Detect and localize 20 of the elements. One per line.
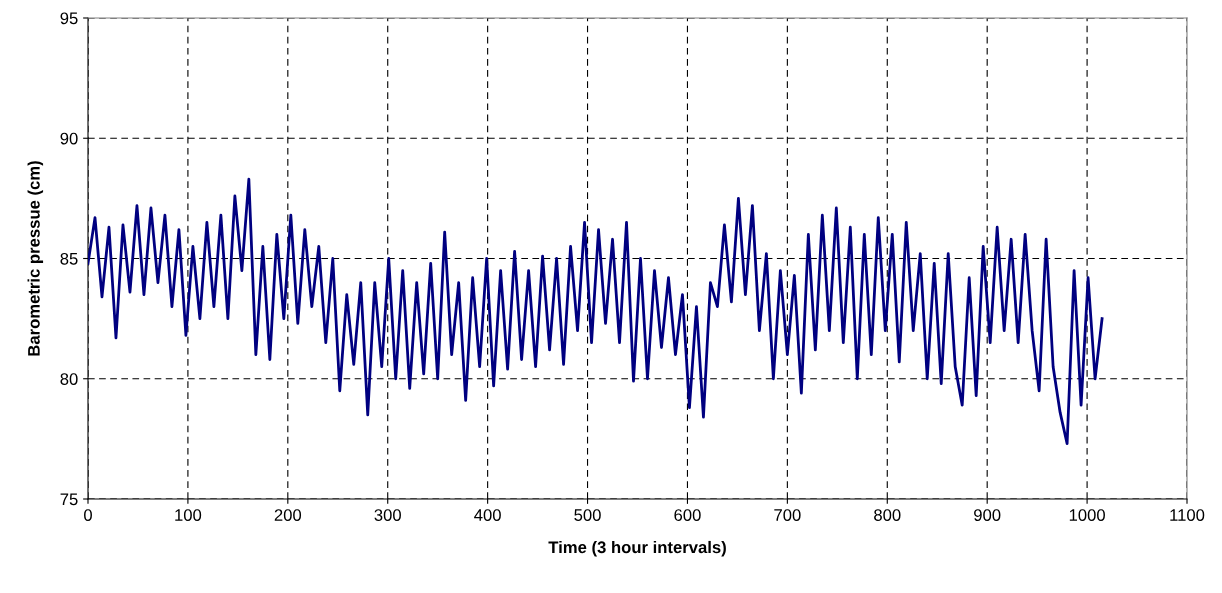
x-tick-label: 1100 (1170, 509, 1205, 521)
y-tick-label: 80 (60, 373, 78, 385)
line-series (88, 177, 1104, 446)
x-tick-label: 1000 (1069, 509, 1105, 521)
x-tick-label: 100 (175, 509, 202, 521)
x-tick-label: 400 (474, 509, 501, 521)
x-tick-label: 900 (974, 509, 1001, 521)
x-tick-label: 700 (774, 509, 801, 521)
x-tick-label: 0 (84, 509, 92, 521)
y-tick-label: 90 (60, 132, 78, 145)
y-tick-label: 75 (60, 493, 78, 506)
x-tick-label: 600 (674, 509, 701, 521)
y-tick-label: 95 (60, 12, 78, 25)
y-axis-title: Barometric pressue (cm) (27, 161, 44, 356)
x-tick-label: 300 (374, 509, 401, 521)
y-tick-label: 85 (60, 252, 78, 265)
x-tick-label: 200 (274, 509, 302, 521)
x-axis-title: Time (3 hour intervals) (548, 540, 726, 557)
x-tick-label: 800 (874, 509, 901, 521)
x-tick-label: 500 (574, 509, 601, 521)
